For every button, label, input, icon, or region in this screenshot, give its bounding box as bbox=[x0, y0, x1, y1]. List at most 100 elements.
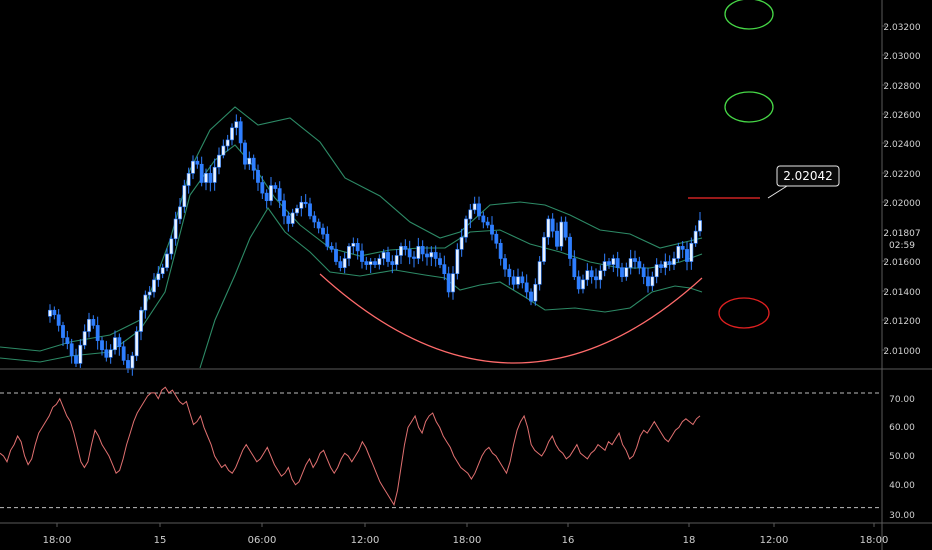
bear-candle bbox=[91, 319, 96, 326]
bear-candle bbox=[325, 233, 330, 247]
bear-candle bbox=[412, 256, 416, 259]
bull-candle bbox=[689, 243, 694, 262]
bear-candle bbox=[507, 268, 512, 278]
rsi-tick-label: 40.00 bbox=[889, 481, 915, 491]
bull-candle bbox=[464, 218, 468, 238]
bull-candle bbox=[48, 309, 52, 317]
bear-candle bbox=[308, 203, 312, 217]
bear-candle bbox=[52, 309, 57, 316]
bull-candle bbox=[139, 309, 143, 332]
x-tick-label: 18 bbox=[683, 535, 696, 546]
bull-candle bbox=[152, 279, 156, 293]
bear-candle bbox=[620, 267, 624, 278]
bull-candle bbox=[147, 291, 152, 296]
bull-candle bbox=[247, 157, 252, 165]
price-callout-box bbox=[776, 165, 840, 187]
y-tick-label: 2.02600 bbox=[883, 111, 920, 121]
bear-candle bbox=[273, 185, 278, 189]
bull-candle bbox=[295, 208, 299, 214]
bear-candle bbox=[364, 261, 369, 265]
bull-candle bbox=[468, 209, 473, 220]
price-callout[interactable]: 2.02042 bbox=[767, 165, 840, 199]
bull-candle bbox=[342, 258, 347, 268]
bull-candle bbox=[377, 258, 382, 265]
bear-candle bbox=[511, 276, 516, 285]
bear-candle bbox=[390, 261, 395, 265]
target-circle-green bbox=[724, 0, 774, 30]
bear-candle bbox=[477, 203, 481, 217]
bull-candle bbox=[186, 173, 191, 186]
bear-candle bbox=[529, 291, 533, 302]
target-circle-green bbox=[724, 91, 774, 123]
rsi-tick-label: 50.00 bbox=[889, 452, 915, 462]
bull-candle bbox=[516, 276, 520, 285]
bear-candle bbox=[260, 182, 265, 194]
bull-candle bbox=[156, 273, 161, 281]
bear-candle bbox=[117, 337, 122, 348]
bull-candle bbox=[676, 246, 681, 259]
bear-candle bbox=[126, 360, 130, 369]
y-tick-label: 2.03000 bbox=[883, 52, 920, 62]
bull-candle bbox=[611, 258, 616, 265]
bull-candle bbox=[459, 236, 464, 250]
band-middle bbox=[0, 144, 703, 363]
bear-candle bbox=[282, 200, 286, 217]
rsi-line bbox=[0, 386, 701, 507]
bull-candle bbox=[299, 201, 304, 209]
bull-candle bbox=[178, 206, 182, 220]
bear-candle bbox=[498, 243, 503, 259]
bull-candle bbox=[78, 344, 83, 364]
bull-candle bbox=[173, 218, 178, 240]
bull-candle bbox=[169, 238, 174, 255]
bull-candle bbox=[585, 270, 590, 281]
bear-candle bbox=[589, 270, 594, 278]
bull-candle bbox=[143, 294, 148, 311]
bull-candle bbox=[693, 230, 698, 244]
bear-candle bbox=[563, 221, 568, 238]
bear-candle bbox=[74, 355, 78, 364]
bull-candle bbox=[416, 246, 421, 259]
bear-candle bbox=[568, 236, 572, 259]
bear-candle bbox=[264, 192, 269, 202]
bull-candle bbox=[581, 279, 585, 290]
bear-candle bbox=[243, 142, 247, 165]
bear-candle bbox=[433, 252, 438, 259]
bear-candle bbox=[61, 325, 65, 338]
bear-candle bbox=[338, 261, 343, 268]
y-tick-label: 2.01200 bbox=[883, 317, 920, 327]
bull-candle bbox=[165, 253, 169, 268]
bull-candle bbox=[191, 160, 195, 174]
x-tick-label: 18:00 bbox=[860, 535, 889, 546]
bull-candle bbox=[290, 212, 295, 224]
bull-candle bbox=[221, 145, 226, 156]
bull-candle bbox=[542, 236, 546, 262]
bear-candle bbox=[576, 276, 581, 290]
bull-candle bbox=[368, 261, 373, 265]
x-tick-label: 06:00 bbox=[248, 535, 277, 546]
x-tick-label: 16 bbox=[562, 535, 575, 546]
countdown-label: 02:59 bbox=[889, 241, 915, 251]
bull-candle bbox=[654, 264, 659, 278]
bear-candle bbox=[438, 258, 442, 265]
bull-candle bbox=[134, 331, 139, 357]
rsi-tick-label: 60.00 bbox=[889, 423, 915, 433]
bear-candle bbox=[238, 121, 243, 144]
y-tick-label: 2.01400 bbox=[883, 288, 920, 298]
stop-circle-red bbox=[718, 297, 770, 329]
y-tick-label: 2.02800 bbox=[883, 82, 920, 92]
bear-candle bbox=[256, 170, 260, 183]
bull-candle bbox=[269, 185, 273, 202]
bear-candle bbox=[481, 215, 486, 223]
x-tick-label: 12:00 bbox=[760, 535, 789, 546]
bear-candle bbox=[386, 252, 390, 262]
bear-candle bbox=[69, 343, 74, 357]
y-tick-label: 2.03200 bbox=[883, 23, 920, 33]
bear-candle bbox=[100, 340, 104, 351]
bull-candle bbox=[217, 154, 221, 168]
bear-candle bbox=[641, 267, 646, 278]
bear-candle bbox=[442, 264, 447, 275]
bear-candle bbox=[334, 249, 338, 262]
bull-candle bbox=[602, 261, 607, 271]
bear-candle bbox=[494, 233, 499, 244]
